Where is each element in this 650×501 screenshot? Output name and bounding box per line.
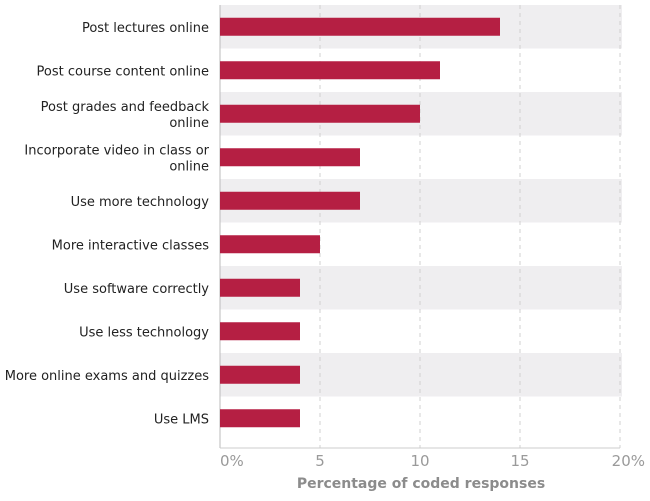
category-label-use-more-technology: Use more technology [71, 195, 210, 210]
x-tick-label-5: 5 [315, 452, 325, 470]
bar-use-less-technology [220, 322, 300, 341]
bar-post-lectures-online [220, 17, 500, 36]
bar-incorporate-video-in-class-or-online [220, 148, 360, 167]
category-label-post-lectures-online: Post lectures online [82, 21, 209, 36]
category-label-more-online-exams-and-quizzes: More online exams and quizzes [5, 369, 209, 384]
category-label-more-interactive-classes: More interactive classes [52, 238, 210, 253]
category-label-use-lms: Use LMS [154, 412, 209, 427]
bar-more-online-exams-and-quizzes [220, 365, 300, 384]
bar-use-software-correctly [220, 278, 300, 297]
x-axis-title: Percentage of coded responses [297, 476, 545, 492]
bar-more-interactive-classes [220, 235, 320, 254]
bar-use-lms [220, 409, 300, 428]
bar-post-grades-and-feedback-online [220, 104, 420, 123]
bar-use-more-technology [220, 191, 360, 210]
x-tick-label-10: 10 [410, 452, 429, 470]
x-tick-label-15: 15 [510, 452, 529, 470]
bars [220, 17, 500, 428]
category-labels: Post lectures online Post course content … [5, 21, 210, 428]
category-label-incorporate-video-in-class-or-online: Incorporate video in class or online [24, 143, 209, 174]
category-label-use-software-correctly: Use software correctly [64, 282, 210, 297]
category-label-post-grades-and-feedback-online: Post grades and feedback online [41, 100, 210, 131]
x-tick-label-0: 0% [220, 452, 244, 470]
category-label-post-course-content-online: Post course content online [37, 64, 209, 79]
x-tick-label-20: 20% [612, 452, 645, 470]
category-label-use-less-technology: Use less technology [79, 325, 209, 340]
bar-post-course-content-online [220, 61, 440, 80]
x-tick-labels: 0% 5 10 15 20% [220, 452, 645, 470]
